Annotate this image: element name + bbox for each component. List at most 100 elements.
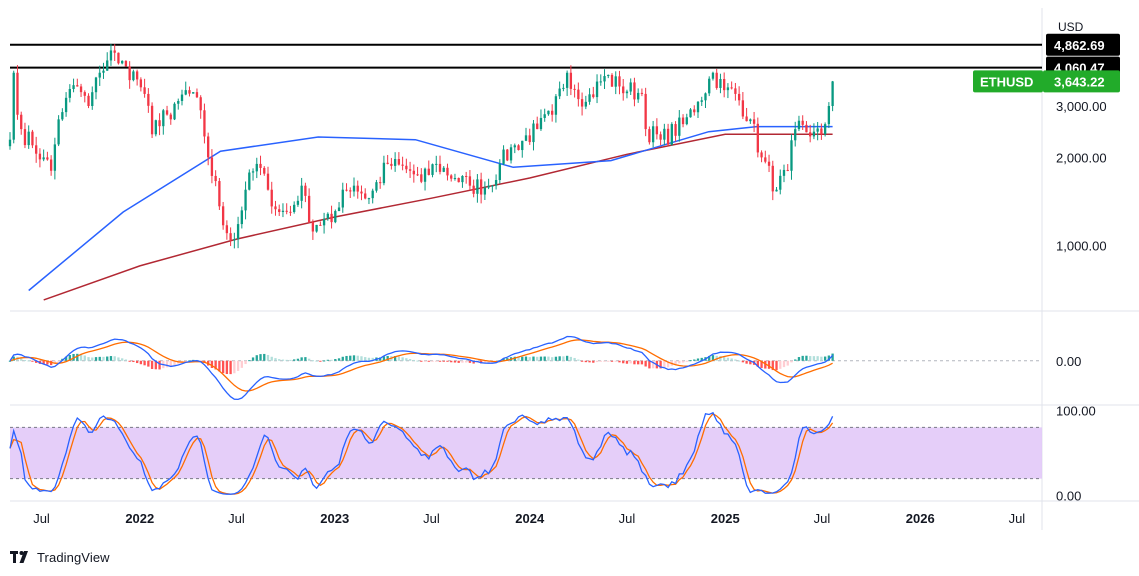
candle xyxy=(431,164,434,175)
macd-histogram-bar xyxy=(341,356,344,361)
macd-histogram-bar xyxy=(367,357,371,361)
candle xyxy=(162,110,165,127)
candle xyxy=(551,110,554,115)
macd-histogram-bar xyxy=(801,355,804,361)
candle xyxy=(207,136,210,158)
macd-histogram-bar xyxy=(569,356,573,361)
candle xyxy=(64,97,68,113)
candle xyxy=(401,164,404,166)
macd-histogram-bar xyxy=(420,360,423,362)
candle xyxy=(128,66,131,81)
candle xyxy=(734,88,737,94)
candle xyxy=(554,96,558,115)
macd-histogram-bar xyxy=(352,355,356,361)
candle xyxy=(749,119,752,122)
candle xyxy=(491,185,494,187)
tradingview-brand-name: TradingView xyxy=(37,549,110,565)
candle xyxy=(180,94,184,101)
macd-histogram-bar xyxy=(764,360,767,369)
macd-histogram-bar xyxy=(521,356,524,361)
macd-histogram-bar xyxy=(517,356,520,361)
macd-histogram-bar xyxy=(603,360,606,362)
candle xyxy=(177,100,180,104)
macd-histogram-bar xyxy=(644,360,647,367)
candle xyxy=(427,168,430,175)
candle xyxy=(236,224,240,240)
level-price-badge xyxy=(1046,33,1120,56)
candle xyxy=(569,72,573,89)
candle xyxy=(251,171,255,173)
candle xyxy=(797,120,801,130)
macd-histogram-bar xyxy=(614,360,617,362)
candle xyxy=(823,124,827,135)
macd-histogram-bar xyxy=(423,360,427,362)
macd-histogram-bar xyxy=(771,360,774,371)
macd-histogram-bar xyxy=(244,360,247,365)
stochastic-tick-label: 100.00 xyxy=(1056,403,1096,418)
candle xyxy=(614,76,617,87)
macd-histogram-bar xyxy=(465,360,468,363)
candle xyxy=(756,123,759,153)
candle xyxy=(150,105,154,135)
candle xyxy=(240,210,243,225)
moving-average-slow-line xyxy=(43,133,833,301)
macd-histogram-bar xyxy=(98,356,101,361)
candle xyxy=(199,97,202,111)
candle xyxy=(752,119,756,124)
candle xyxy=(704,93,707,101)
macd-histogram-bar xyxy=(726,357,730,361)
candle xyxy=(573,88,576,90)
candle xyxy=(289,211,292,213)
candle xyxy=(547,110,550,115)
stochastic-d-line xyxy=(9,412,834,495)
candle xyxy=(87,95,90,107)
macd-histogram-bar xyxy=(345,355,348,361)
candle xyxy=(648,129,651,143)
candle xyxy=(35,145,38,154)
macd-histogram-bar xyxy=(401,357,404,361)
macd-histogram-bar xyxy=(188,360,191,362)
candle xyxy=(38,153,42,160)
candle xyxy=(244,189,247,211)
macd-histogram-bar xyxy=(536,356,539,361)
macd-histogram-bar xyxy=(304,357,307,361)
macd-histogram-bar xyxy=(666,360,670,368)
candle xyxy=(102,70,105,73)
macd-histogram-bar xyxy=(79,354,83,361)
macd-histogram-bar xyxy=(678,360,681,364)
candle xyxy=(53,144,57,171)
time-tick-label: Jul xyxy=(423,511,440,526)
macd-line xyxy=(9,335,834,401)
candle xyxy=(337,207,341,212)
candle xyxy=(285,210,288,212)
macd-histogram-bar xyxy=(412,359,415,361)
macd-histogram-bar xyxy=(236,360,240,371)
symbol-badge xyxy=(973,70,1043,93)
macd-histogram-bar xyxy=(27,360,30,362)
candle xyxy=(655,126,659,135)
candle xyxy=(696,101,700,113)
candle xyxy=(782,169,786,176)
macd-histogram-bar xyxy=(502,358,505,361)
time-tick-label: 2023 xyxy=(320,511,349,526)
macd-histogram-bar xyxy=(76,353,79,361)
macd-histogram-bar xyxy=(767,360,771,369)
macd-histogram-bar xyxy=(405,358,408,361)
candle xyxy=(435,163,438,165)
macd-histogram-bar xyxy=(393,356,397,361)
macd-histogram-bar xyxy=(633,360,636,365)
macd-histogram-bar xyxy=(809,356,812,361)
candle xyxy=(513,145,516,148)
macd-histogram-bar xyxy=(708,355,711,361)
candle xyxy=(693,109,696,113)
candle xyxy=(689,109,692,118)
candle xyxy=(506,149,509,161)
macd-histogram-bar xyxy=(46,360,49,365)
candle xyxy=(188,90,191,94)
candle xyxy=(300,185,303,201)
candle xyxy=(476,179,479,194)
tradingview-branding[interactable]: TradingView xyxy=(10,548,110,566)
macd-histogram-bar xyxy=(562,356,565,361)
candle xyxy=(457,177,460,183)
